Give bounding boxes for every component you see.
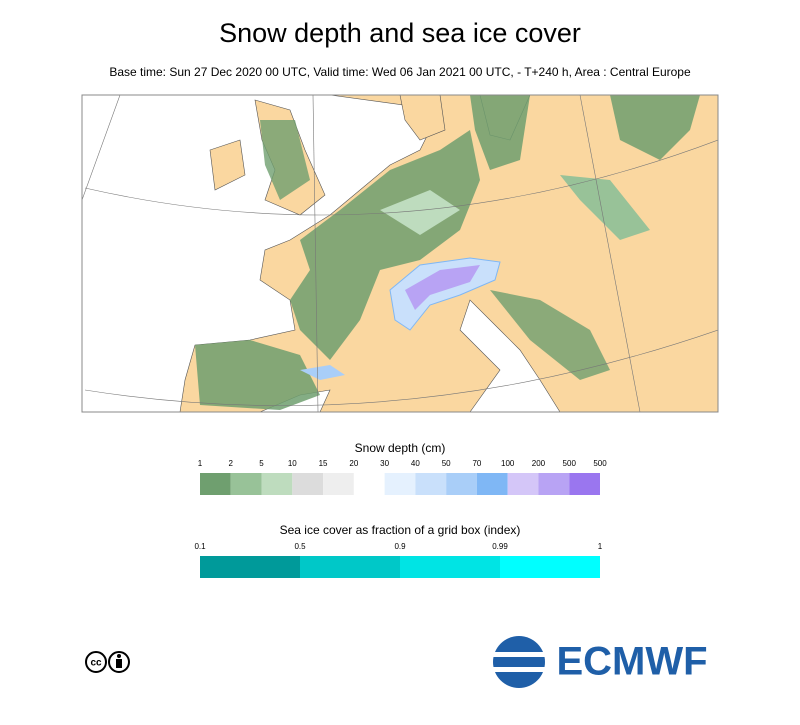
license-text: cc xyxy=(90,658,102,669)
snow-colorbar: 1 2 5 10 15 20 30 40 50 70 100 200 500 500 xyxy=(198,459,607,495)
color-box xyxy=(353,473,385,495)
license-icon: cc xyxy=(85,651,130,673)
tick-label: 40 xyxy=(411,459,420,468)
tick-label: 10 xyxy=(288,459,297,468)
tick-label: 5 xyxy=(259,459,264,468)
ice-colorbar: 0.1 0.5 0.9 0.99 1 xyxy=(194,542,603,578)
subtitle: Base time: Sun 27 Dec 2020 00 UTC, Valid… xyxy=(109,65,691,79)
tick-label: 0.99 xyxy=(492,542,508,551)
color-box xyxy=(300,556,400,578)
snow-legend-title: Snow depth (cm) xyxy=(355,441,446,455)
map xyxy=(81,94,719,413)
color-box xyxy=(261,473,293,495)
tick-label: 70 xyxy=(472,459,481,468)
color-box xyxy=(507,473,539,495)
tick-label: 1 xyxy=(198,459,203,468)
ecmwf-logo: ECMWF xyxy=(490,636,708,688)
logo-text: ECMWF xyxy=(556,640,707,684)
color-box xyxy=(230,473,262,495)
color-box xyxy=(400,556,500,578)
color-box xyxy=(415,473,447,495)
tick-label: 0.9 xyxy=(394,542,406,551)
tick-label: 30 xyxy=(380,459,389,468)
tick-label: 20 xyxy=(349,459,358,468)
tick-label: 0.5 xyxy=(294,542,306,551)
color-box xyxy=(569,473,600,495)
tick-label: 1 xyxy=(598,542,603,551)
tick-label: 50 xyxy=(442,459,451,468)
color-box xyxy=(476,473,508,495)
ice-legend-title: Sea ice cover as fraction of a grid box … xyxy=(280,523,521,537)
color-box xyxy=(384,473,416,495)
tick-label: 15 xyxy=(319,459,328,468)
tick-label: 100 xyxy=(501,459,515,468)
tick-label: 200 xyxy=(532,459,546,468)
color-box xyxy=(500,556,600,578)
tick-label: 500 xyxy=(563,459,577,468)
color-box xyxy=(200,473,231,495)
color-box xyxy=(200,556,300,578)
color-box xyxy=(538,473,570,495)
tick-label: 2 xyxy=(229,459,234,468)
tick-label: 500 xyxy=(593,459,607,468)
title: Snow depth and sea ice cover xyxy=(219,18,581,48)
color-box xyxy=(446,473,477,495)
color-box xyxy=(323,473,354,495)
tick-label: 0.1 xyxy=(194,542,206,551)
color-box xyxy=(292,473,324,495)
